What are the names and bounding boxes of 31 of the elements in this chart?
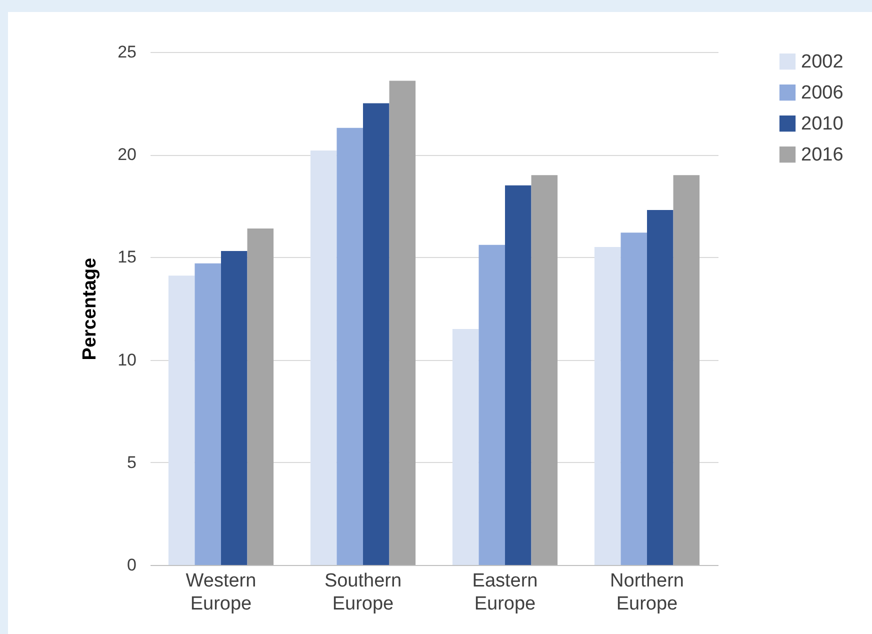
bar [310, 150, 337, 565]
y-tick-label: 5 [127, 452, 136, 472]
bar [505, 185, 532, 565]
bar [168, 276, 195, 565]
bar [336, 128, 363, 565]
x-tick-label: Northern Europe [610, 570, 684, 614]
bar [478, 244, 505, 565]
bar [363, 103, 390, 565]
bar [247, 228, 274, 565]
x-tick-label: Southern Europe [324, 570, 402, 614]
bar [647, 210, 674, 565]
bar [673, 175, 700, 565]
y-tick-label: 15 [118, 248, 136, 267]
bar [452, 329, 479, 565]
y-tick-label: 0 [127, 556, 136, 574]
x-tick-label: Western Europe [186, 570, 256, 614]
y-tick-label: 20 [118, 145, 136, 164]
legend-label: 2016 [801, 144, 844, 166]
legend-label: 2006 [801, 82, 844, 104]
legend-label: 2010 [801, 114, 844, 134]
bar [221, 251, 248, 565]
y-tick-label: 25 [118, 42, 136, 62]
bar [389, 80, 416, 565]
bar [194, 263, 221, 565]
bar [620, 232, 647, 565]
legend-label: 2002 [801, 52, 844, 72]
bar [531, 175, 558, 565]
y-tick-label: 10 [118, 350, 136, 370]
bar [594, 246, 621, 565]
y-axis-title: Percentage [80, 258, 101, 360]
x-tick-label: Eastern Europe [472, 570, 538, 614]
